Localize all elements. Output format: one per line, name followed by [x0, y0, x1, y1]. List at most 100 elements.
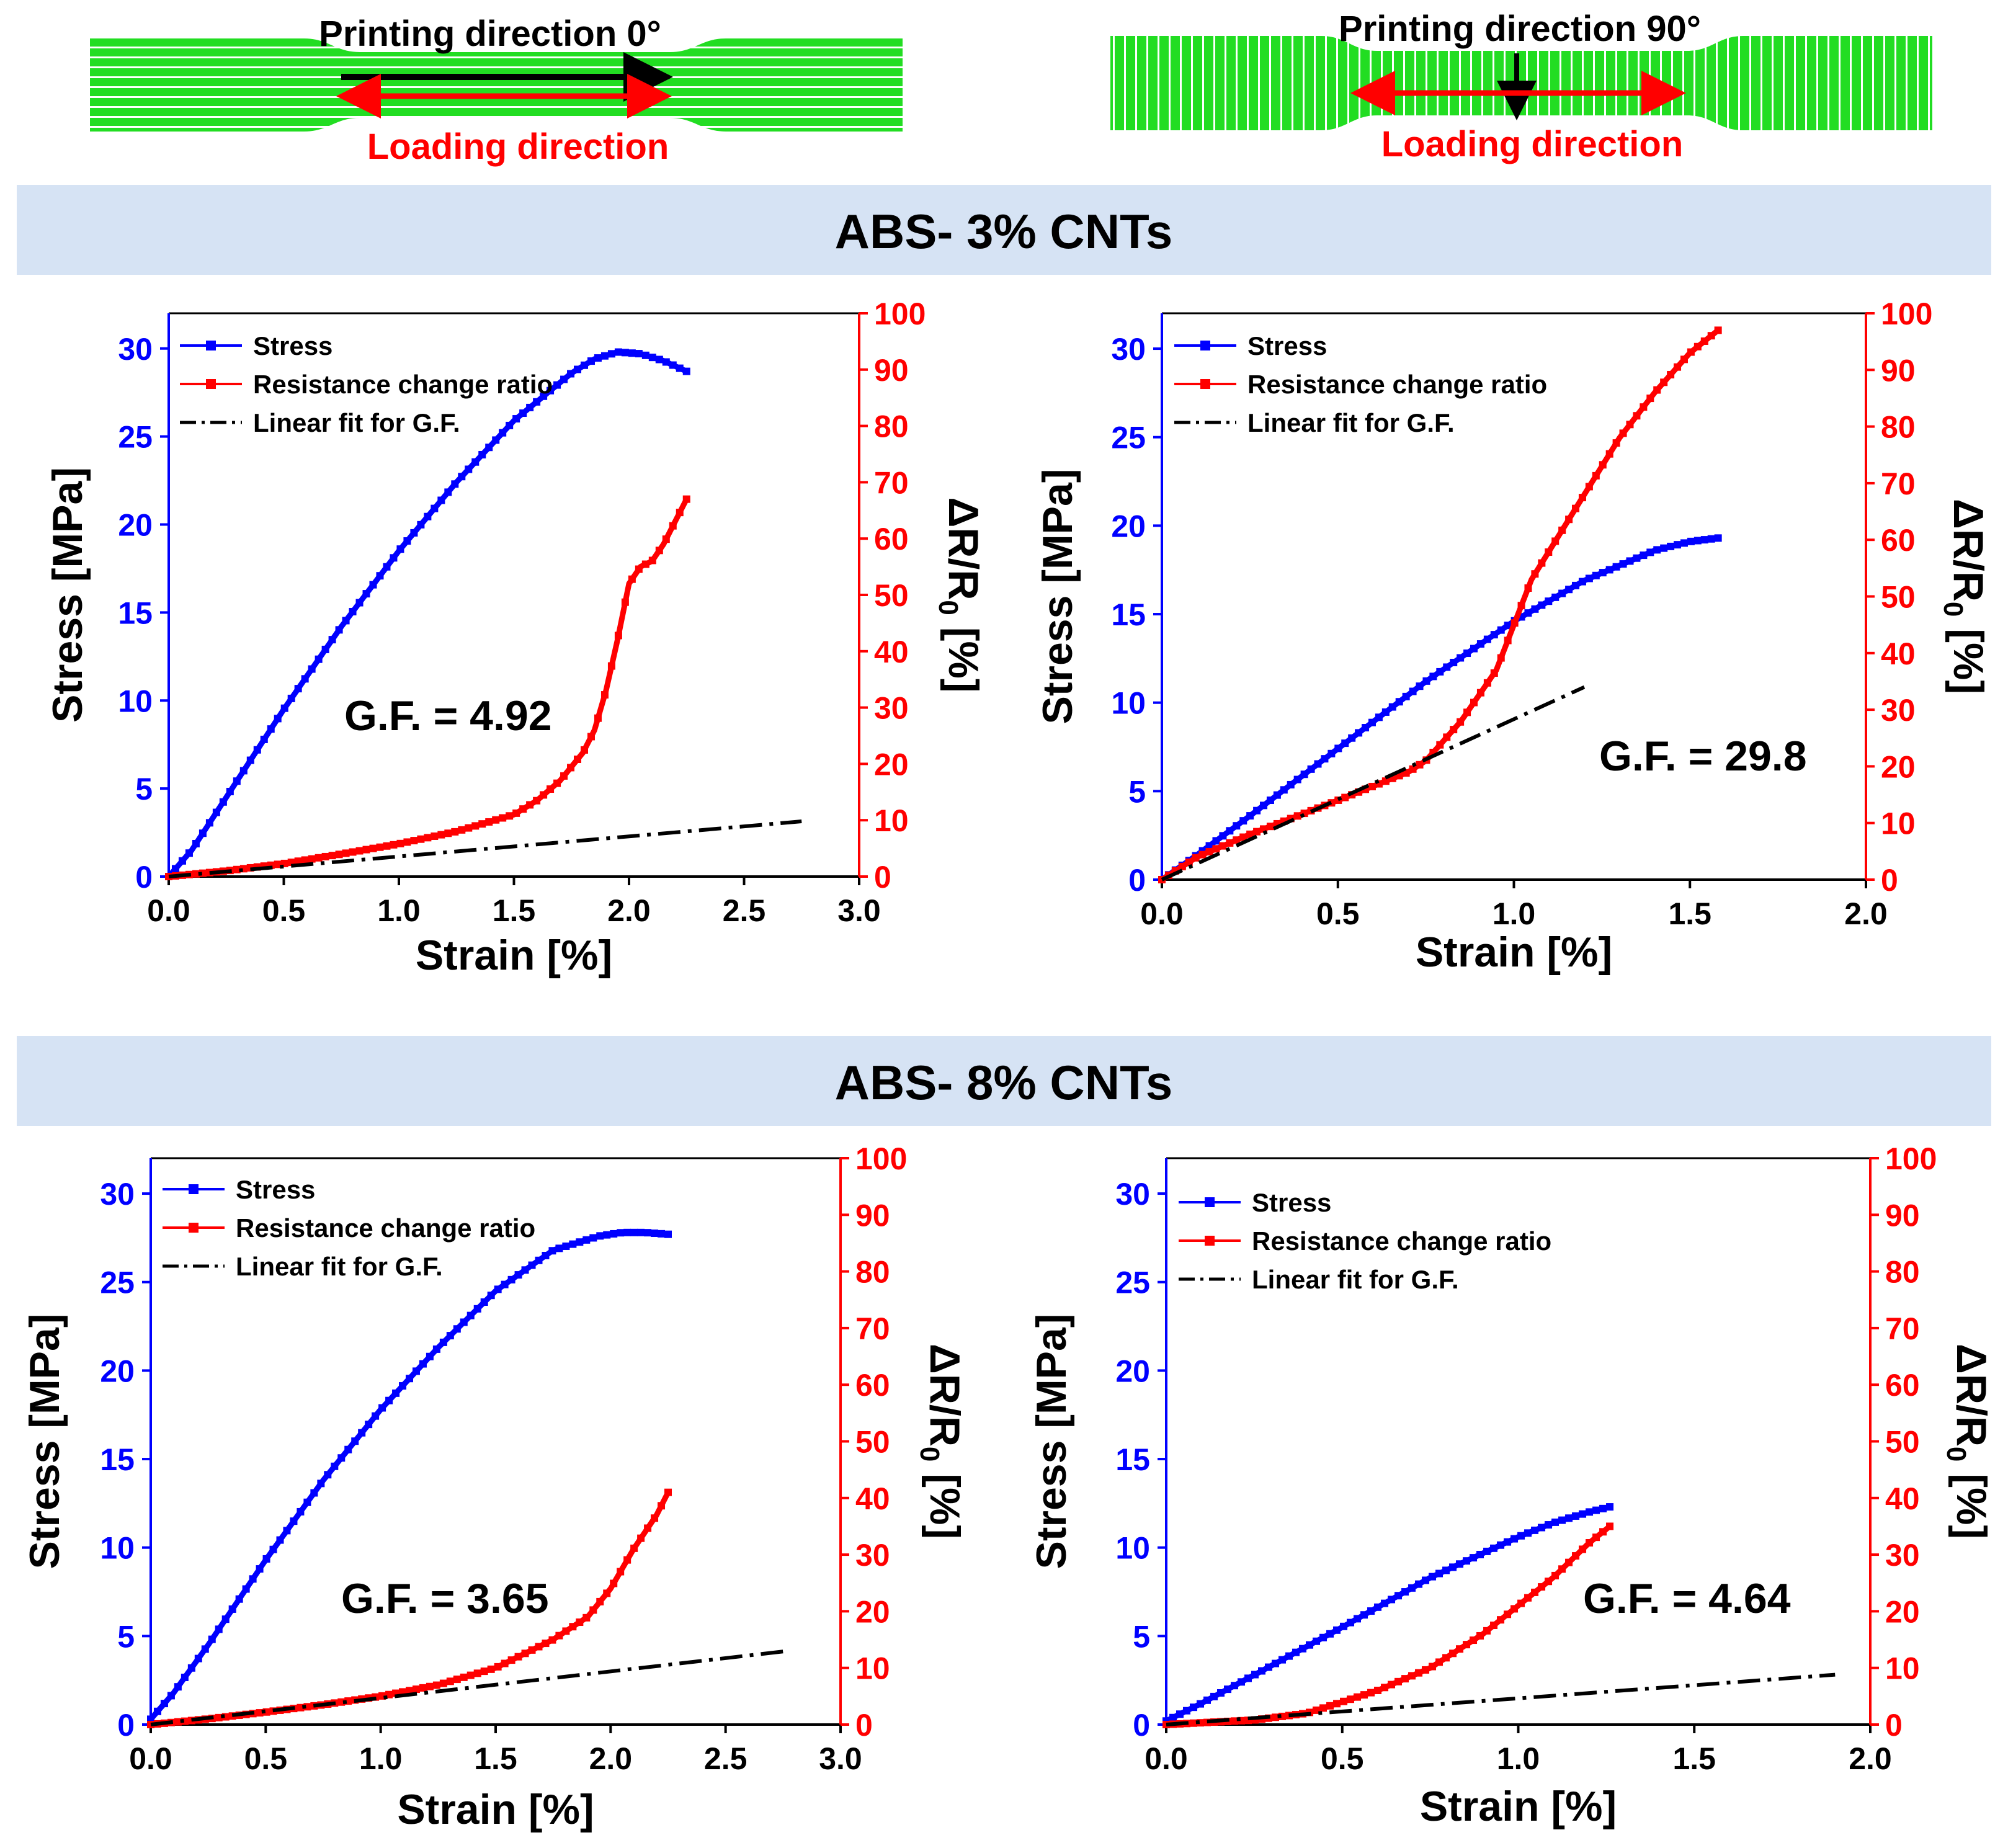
resistance-point	[424, 834, 432, 842]
resistance-point	[637, 1534, 645, 1542]
legend-swatch-marker	[1200, 341, 1210, 350]
y2-tick-label: 90	[1881, 353, 1916, 388]
resistance-point	[419, 1684, 427, 1692]
resistance-point	[574, 755, 582, 763]
resistance-point	[1360, 1691, 1368, 1699]
resistance-point	[623, 1556, 631, 1564]
resistance-point	[301, 856, 309, 864]
stress-point	[485, 444, 493, 452]
resistance-point	[342, 849, 350, 857]
specimen-90deg-title: Printing direction 90°	[1339, 9, 1701, 49]
stress-point	[1551, 1518, 1560, 1526]
y2-tick-label: 60	[1885, 1368, 1920, 1403]
stress-point	[1653, 546, 1661, 554]
resistance-point	[1700, 337, 1708, 345]
resistance-point	[1381, 777, 1390, 785]
stress-point	[1599, 1504, 1607, 1512]
stress-point	[1306, 1641, 1314, 1649]
stress-point	[648, 354, 656, 362]
stress-point	[1238, 1678, 1246, 1686]
x-tick-label: 0.5	[1321, 1741, 1364, 1776]
resistance-point	[376, 843, 384, 851]
resistance-point	[644, 1524, 652, 1532]
stress-point	[1674, 541, 1682, 549]
stress-point	[1415, 1580, 1423, 1588]
stress-point	[492, 436, 500, 444]
stress-point	[439, 1338, 447, 1346]
stress-point	[1388, 1596, 1396, 1604]
y-tick-label: 5	[135, 772, 153, 806]
legend-entry: Linear fit for G.F.	[236, 1252, 443, 1281]
resistance-point	[1319, 1704, 1328, 1712]
stress-point	[424, 512, 432, 520]
resistance-point	[1572, 504, 1580, 512]
stress-point	[1442, 1566, 1450, 1574]
resistance-point	[349, 848, 357, 856]
stress-point	[471, 458, 480, 466]
stress-point	[1340, 1622, 1348, 1630]
stress-point	[507, 1275, 515, 1283]
resistance-point	[1192, 854, 1200, 862]
resistance-point	[480, 1667, 488, 1676]
x-tick-label: 1.5	[1668, 896, 1711, 931]
stress-point	[280, 704, 288, 712]
x-tick-label: 3.0	[837, 893, 881, 928]
stress-point	[682, 367, 690, 375]
stress-point	[1558, 1516, 1566, 1524]
resistance-point	[1693, 342, 1702, 350]
resistance-point	[1633, 412, 1641, 420]
stress-point	[1531, 1526, 1539, 1534]
resistance-point	[1367, 1689, 1375, 1697]
stress-point	[526, 403, 534, 411]
y-tick-label: 20	[1111, 509, 1146, 543]
stress-point	[1463, 1557, 1471, 1565]
chart-panel-2: 0.0 0.5 1.0 1.5 2.00510152025300102030405060…	[1034, 297, 1992, 976]
stress-point	[399, 1382, 407, 1390]
x-tick-label: 0.5	[244, 1741, 288, 1776]
resistance-point	[1483, 1627, 1491, 1635]
resistance-point	[1381, 1684, 1389, 1692]
stress-point	[1490, 1544, 1498, 1552]
stress-point	[249, 1575, 257, 1583]
stress-point	[519, 409, 527, 417]
stress-point	[269, 1545, 277, 1553]
stress-point	[344, 1445, 352, 1453]
resistance-point	[1266, 823, 1274, 831]
resistance-point	[630, 1544, 638, 1552]
resistance-point	[1456, 1645, 1464, 1653]
stress-point	[1626, 557, 1634, 565]
stress-point	[623, 1228, 631, 1236]
y-tick-label: 5	[1133, 1619, 1150, 1654]
stress-point	[337, 1454, 346, 1462]
stress-point	[1450, 658, 1458, 666]
gauge-factor-annotation: G.F. = 4.64	[1583, 1575, 1791, 1622]
stress-point	[1280, 786, 1288, 794]
stress-point	[1524, 609, 1532, 617]
stress-point	[1287, 780, 1295, 788]
stress-point	[1429, 1573, 1437, 1581]
stress-point	[521, 1266, 529, 1274]
stress-point	[662, 358, 670, 366]
resistance-point	[1538, 1583, 1546, 1591]
y-tick-label: 5	[117, 1619, 135, 1654]
resistance-point	[1545, 1578, 1553, 1586]
resistance-point	[1442, 1654, 1450, 1662]
y2-tick-label: 90	[855, 1198, 890, 1233]
resistance-point	[1592, 471, 1600, 480]
resistance-point	[567, 764, 575, 772]
stress-point	[1176, 1710, 1184, 1718]
resistance-point	[1401, 1675, 1409, 1683]
resistance-point	[1435, 1658, 1444, 1666]
resistance-point	[256, 1709, 264, 1717]
stress-point	[594, 354, 602, 362]
stress-point	[1362, 724, 1370, 732]
stress-point	[458, 473, 466, 481]
resistance-point	[1531, 570, 1539, 578]
resistance-point	[492, 816, 500, 824]
stress-point	[560, 375, 568, 383]
stress-point	[465, 465, 473, 473]
stress-point	[635, 350, 643, 358]
resistance-point	[1293, 812, 1301, 820]
stress-point	[406, 1375, 413, 1383]
y2-tick-label: 60	[874, 522, 909, 556]
